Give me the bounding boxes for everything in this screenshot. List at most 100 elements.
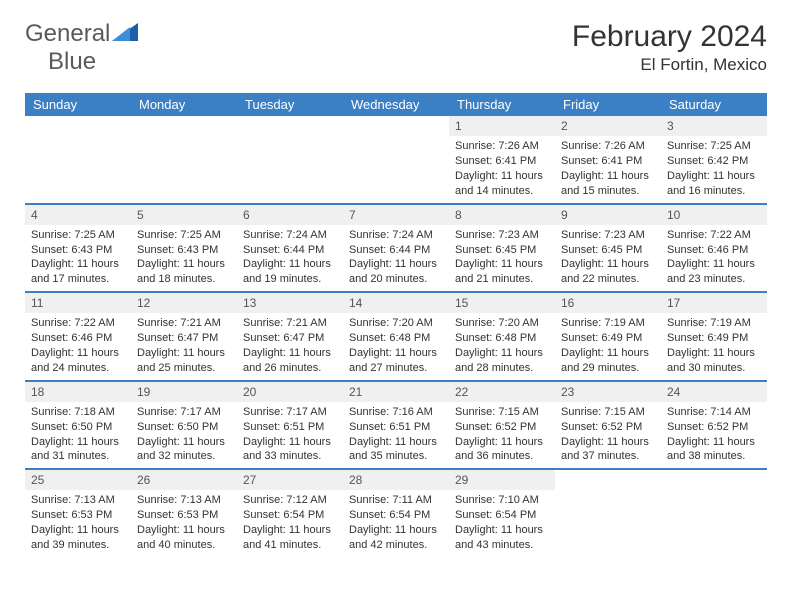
brand-word1: General [25, 20, 110, 48]
sunset-text: Sunset: 6:46 PM [667, 243, 761, 258]
sunset-text: Sunset: 6:48 PM [349, 331, 443, 346]
sunrise-text: Sunrise: 7:12 AM [243, 493, 337, 508]
daylight-text: Daylight: 11 hours and 24 minutes. [31, 346, 125, 376]
sunrise-text: Sunrise: 7:23 AM [561, 228, 655, 243]
calendar-day: 15Sunrise: 7:20 AMSunset: 6:48 PMDayligh… [449, 293, 555, 380]
dayname-sunday: Sunday [25, 93, 131, 116]
day-number: 29 [449, 470, 555, 490]
daylight-text: Daylight: 11 hours and 19 minutes. [243, 257, 337, 287]
day-details: Sunrise: 7:21 AMSunset: 6:47 PMDaylight:… [131, 313, 237, 379]
day-number: 24 [661, 382, 767, 402]
day-details: Sunrise: 7:22 AMSunset: 6:46 PMDaylight:… [661, 225, 767, 291]
calendar-day: 18Sunrise: 7:18 AMSunset: 6:50 PMDayligh… [25, 382, 131, 469]
daylight-text: Daylight: 11 hours and 27 minutes. [349, 346, 443, 376]
day-details: Sunrise: 7:14 AMSunset: 6:52 PMDaylight:… [661, 402, 767, 468]
day-number: 18 [25, 382, 131, 402]
day-number: 26 [131, 470, 237, 490]
sunset-text: Sunset: 6:52 PM [455, 420, 549, 435]
calendar-day: 6Sunrise: 7:24 AMSunset: 6:44 PMDaylight… [237, 205, 343, 292]
day-details: Sunrise: 7:15 AMSunset: 6:52 PMDaylight:… [555, 402, 661, 468]
sunrise-text: Sunrise: 7:26 AM [561, 139, 655, 154]
calendar-week: 11Sunrise: 7:22 AMSunset: 6:46 PMDayligh… [25, 291, 767, 380]
calendar-day: 24Sunrise: 7:14 AMSunset: 6:52 PMDayligh… [661, 382, 767, 469]
sunrise-text: Sunrise: 7:17 AM [243, 405, 337, 420]
sunrise-text: Sunrise: 7:24 AM [349, 228, 443, 243]
day-number: 10 [661, 205, 767, 225]
location-label: El Fortin, Mexico [572, 55, 767, 75]
sunrise-text: Sunrise: 7:26 AM [455, 139, 549, 154]
sunset-text: Sunset: 6:45 PM [455, 243, 549, 258]
day-details: Sunrise: 7:20 AMSunset: 6:48 PMDaylight:… [343, 313, 449, 379]
day-number: 14 [343, 293, 449, 313]
daylight-text: Daylight: 11 hours and 29 minutes. [561, 346, 655, 376]
day-details: Sunrise: 7:15 AMSunset: 6:52 PMDaylight:… [449, 402, 555, 468]
sunset-text: Sunset: 6:46 PM [31, 331, 125, 346]
dayname-saturday: Saturday [661, 93, 767, 116]
day-number: 2 [555, 116, 661, 136]
calendar-day: 10Sunrise: 7:22 AMSunset: 6:46 PMDayligh… [661, 205, 767, 292]
day-number: 19 [131, 382, 237, 402]
daylight-text: Daylight: 11 hours and 42 minutes. [349, 523, 443, 553]
calendar-day: 17Sunrise: 7:19 AMSunset: 6:49 PMDayligh… [661, 293, 767, 380]
sunset-text: Sunset: 6:50 PM [31, 420, 125, 435]
calendar-day: 7Sunrise: 7:24 AMSunset: 6:44 PMDaylight… [343, 205, 449, 292]
sunrise-text: Sunrise: 7:25 AM [31, 228, 125, 243]
calendar-day: 28Sunrise: 7:11 AMSunset: 6:54 PMDayligh… [343, 470, 449, 557]
calendar-week: 25Sunrise: 7:13 AMSunset: 6:53 PMDayligh… [25, 468, 767, 557]
day-details [131, 120, 237, 127]
day-number: 20 [237, 382, 343, 402]
daylight-text: Daylight: 11 hours and 28 minutes. [455, 346, 549, 376]
day-details: Sunrise: 7:24 AMSunset: 6:44 PMDaylight:… [237, 225, 343, 291]
month-title: February 2024 [572, 20, 767, 53]
sunrise-text: Sunrise: 7:20 AM [455, 316, 549, 331]
calendar-week: 1Sunrise: 7:26 AMSunset: 6:41 PMDaylight… [25, 116, 767, 203]
calendar-day: 11Sunrise: 7:22 AMSunset: 6:46 PMDayligh… [25, 293, 131, 380]
day-number: 17 [661, 293, 767, 313]
page-header: General February 2024 El Fortin, Mexico [25, 20, 767, 75]
sunrise-text: Sunrise: 7:14 AM [667, 405, 761, 420]
calendar-day: 12Sunrise: 7:21 AMSunset: 6:47 PMDayligh… [131, 293, 237, 380]
sunset-text: Sunset: 6:51 PM [243, 420, 337, 435]
calendar-day: 27Sunrise: 7:12 AMSunset: 6:54 PMDayligh… [237, 470, 343, 557]
dayname-wednesday: Wednesday [343, 93, 449, 116]
day-number: 28 [343, 470, 449, 490]
day-number: 6 [237, 205, 343, 225]
daylight-text: Daylight: 11 hours and 18 minutes. [137, 257, 231, 287]
sunrise-text: Sunrise: 7:19 AM [561, 316, 655, 331]
brand-triangle-icon [112, 20, 138, 48]
sunset-text: Sunset: 6:54 PM [455, 508, 549, 523]
sunrise-text: Sunrise: 7:24 AM [243, 228, 337, 243]
calendar-day: 21Sunrise: 7:16 AMSunset: 6:51 PMDayligh… [343, 382, 449, 469]
calendar-day [237, 116, 343, 203]
calendar-day: 16Sunrise: 7:19 AMSunset: 6:49 PMDayligh… [555, 293, 661, 380]
sunset-text: Sunset: 6:50 PM [137, 420, 231, 435]
day-number: 8 [449, 205, 555, 225]
calendar-day: 25Sunrise: 7:13 AMSunset: 6:53 PMDayligh… [25, 470, 131, 557]
calendar-day: 22Sunrise: 7:15 AMSunset: 6:52 PMDayligh… [449, 382, 555, 469]
day-details [555, 474, 661, 481]
day-details: Sunrise: 7:19 AMSunset: 6:49 PMDaylight:… [555, 313, 661, 379]
day-details: Sunrise: 7:25 AMSunset: 6:43 PMDaylight:… [131, 225, 237, 291]
day-number: 25 [25, 470, 131, 490]
daylight-text: Daylight: 11 hours and 43 minutes. [455, 523, 549, 553]
sunset-text: Sunset: 6:43 PM [137, 243, 231, 258]
calendar-day: 9Sunrise: 7:23 AMSunset: 6:45 PMDaylight… [555, 205, 661, 292]
sunset-text: Sunset: 6:49 PM [561, 331, 655, 346]
calendar-week: 18Sunrise: 7:18 AMSunset: 6:50 PMDayligh… [25, 380, 767, 469]
sunset-text: Sunset: 6:52 PM [667, 420, 761, 435]
day-details: Sunrise: 7:23 AMSunset: 6:45 PMDaylight:… [555, 225, 661, 291]
dayname-tuesday: Tuesday [237, 93, 343, 116]
day-number: 12 [131, 293, 237, 313]
day-number: 21 [343, 382, 449, 402]
sunset-text: Sunset: 6:41 PM [561, 154, 655, 169]
calendar-day: 8Sunrise: 7:23 AMSunset: 6:45 PMDaylight… [449, 205, 555, 292]
day-details: Sunrise: 7:16 AMSunset: 6:51 PMDaylight:… [343, 402, 449, 468]
sunset-text: Sunset: 6:51 PM [349, 420, 443, 435]
calendar-day: 4Sunrise: 7:25 AMSunset: 6:43 PMDaylight… [25, 205, 131, 292]
calendar-day: 3Sunrise: 7:25 AMSunset: 6:42 PMDaylight… [661, 116, 767, 203]
sunrise-text: Sunrise: 7:10 AM [455, 493, 549, 508]
calendar-day: 29 Sunrise: 7:10 AMSunset: 6:54 PMDayligh… [449, 470, 555, 557]
sunrise-text: Sunrise: 7:13 AM [137, 493, 231, 508]
calendar-day: 2Sunrise: 7:26 AMSunset: 6:41 PMDaylight… [555, 116, 661, 203]
day-details: Sunrise: 7:17 AMSunset: 6:51 PMDaylight:… [237, 402, 343, 468]
